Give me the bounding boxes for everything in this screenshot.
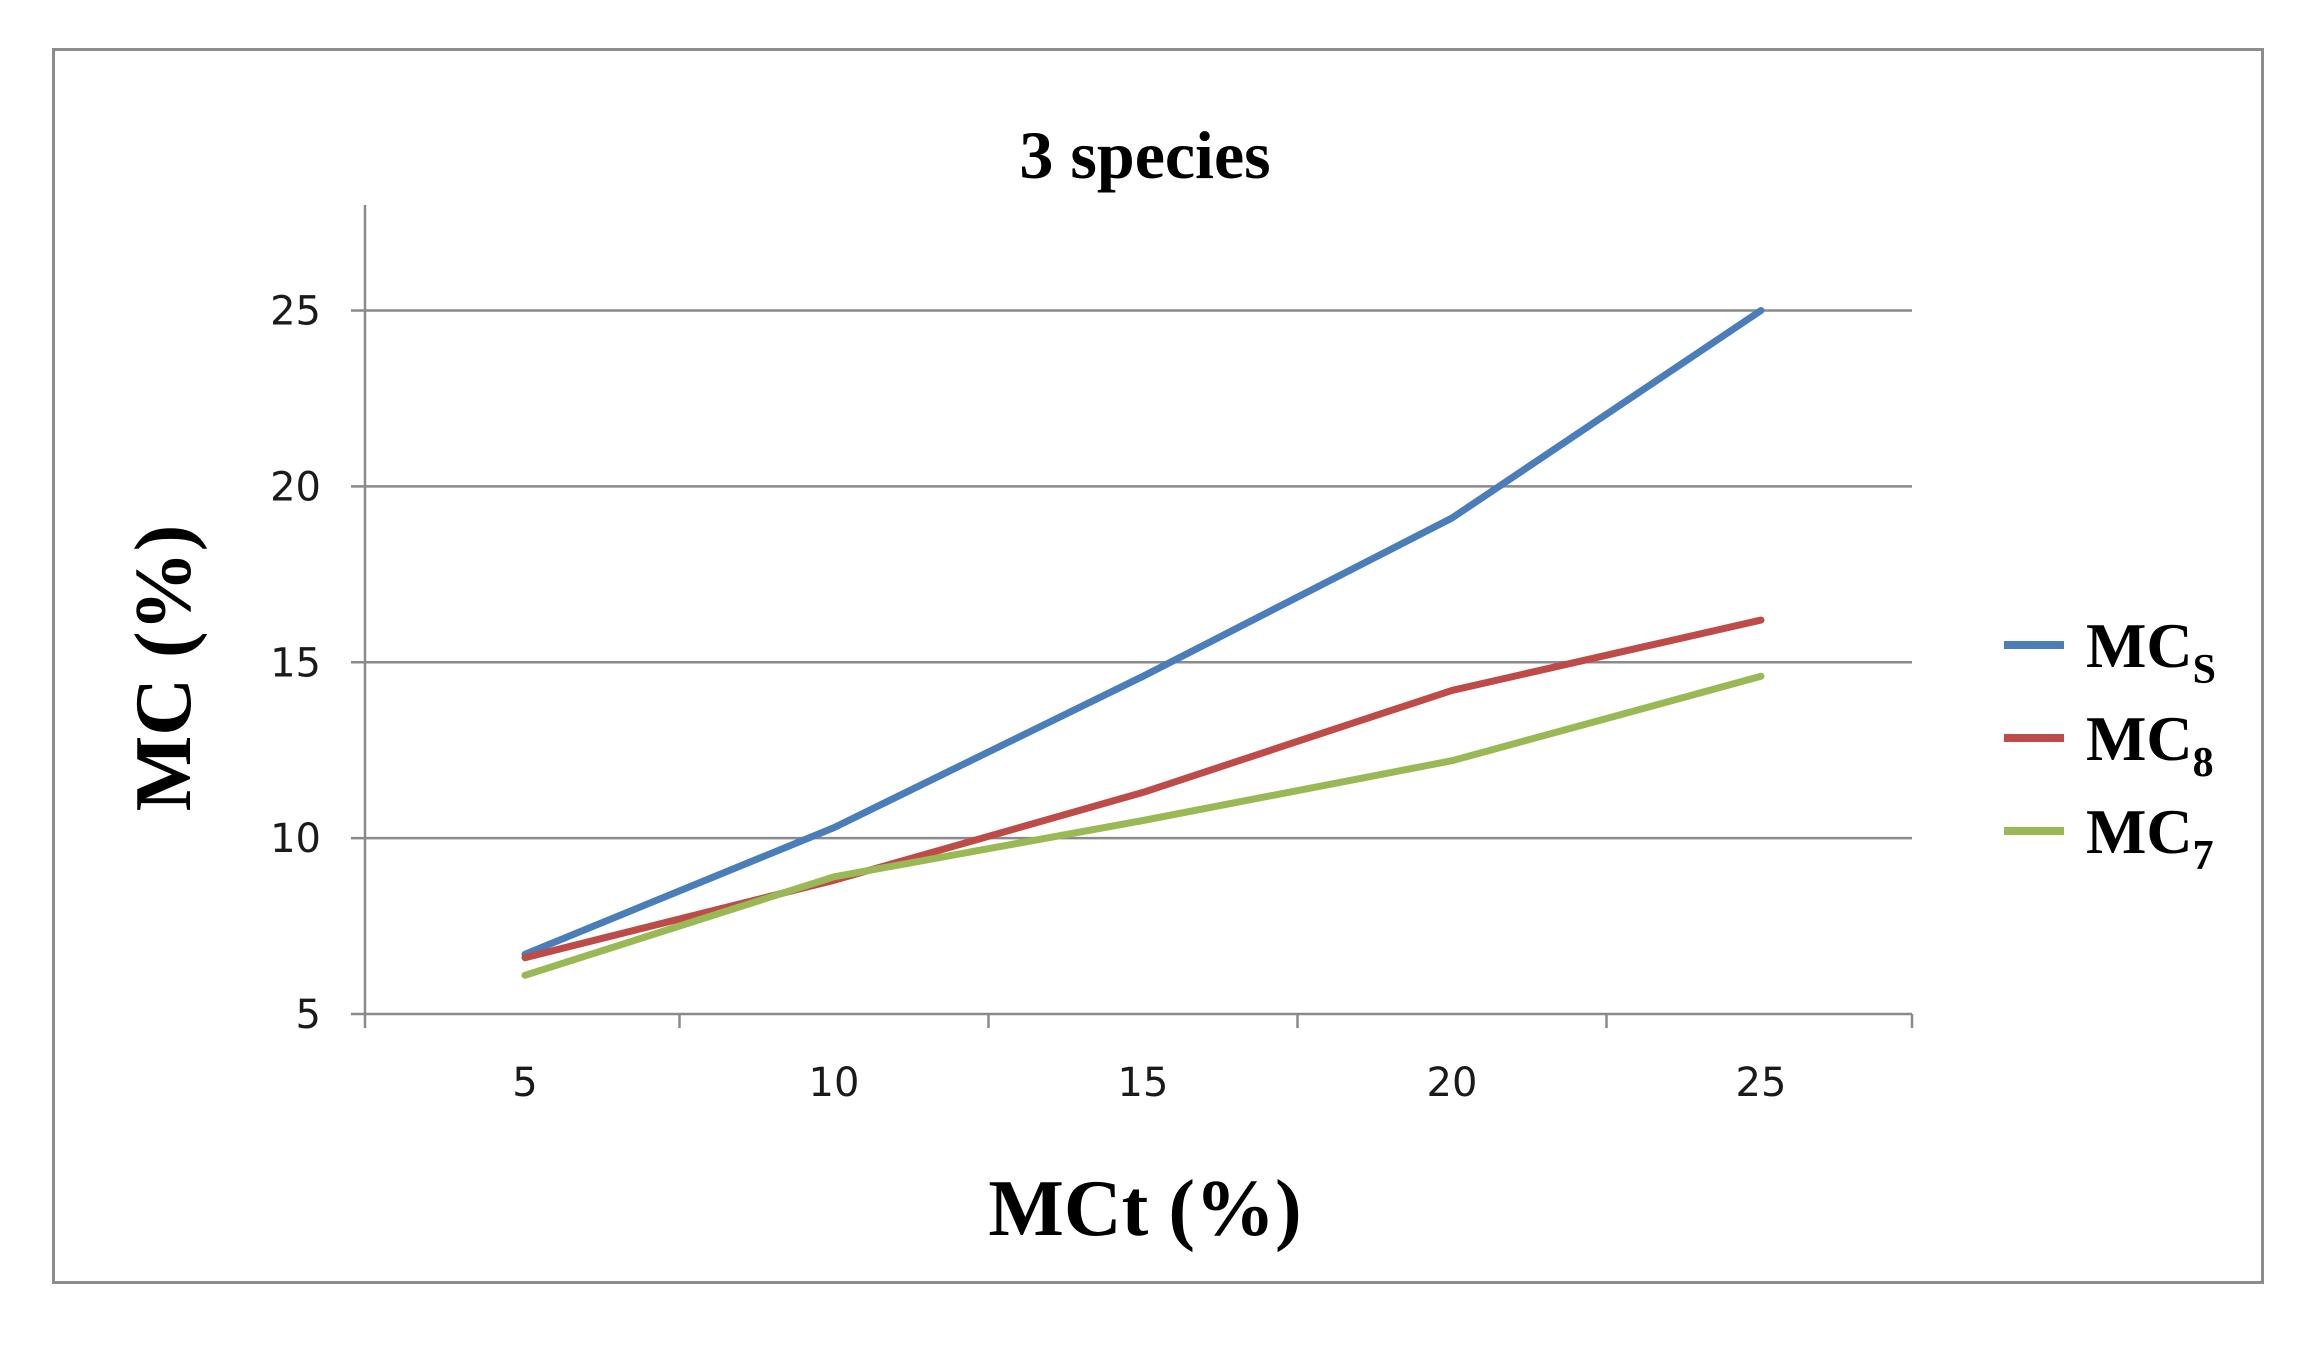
y-tick-label: 25	[270, 289, 321, 335]
chart-title: 3 species	[1019, 117, 1270, 193]
legend-subscript: 7	[2193, 833, 2214, 879]
x-tick-label: 10	[809, 1060, 860, 1106]
y-tick-labels: 5 10 15 20 25	[270, 289, 321, 1038]
grid-lines	[365, 309, 1912, 840]
legend-item-mc-8: MC8	[2004, 703, 2214, 786]
y-tick-label: 20	[270, 464, 321, 510]
legend-label: MC8	[2086, 703, 2214, 786]
series-lines	[521, 307, 1765, 979]
x-tick-label: 5	[512, 1060, 537, 1106]
series-line-mc-7	[521, 672, 1765, 979]
x-axis-title: MCt (%)	[988, 1165, 1301, 1253]
x-tick-labels: 5 10 15 20 25	[512, 1060, 1786, 1106]
legend-subscript: S	[2193, 647, 2216, 693]
x-tick-label: 25	[1736, 1060, 1787, 1106]
legend-item-mc-s: MCS	[2004, 610, 2216, 693]
series-line-mc-s	[521, 307, 1765, 958]
legend-label: MCS	[2086, 610, 2216, 693]
y-tick-label: 15	[270, 640, 321, 686]
legend-label: MC7	[2086, 796, 2214, 879]
legend-subscript: 8	[2193, 740, 2214, 786]
x-tick-label: 15	[1118, 1060, 1169, 1106]
axes	[351, 205, 1914, 1028]
series-line-mc-8	[521, 616, 1765, 962]
x-tick-label: 20	[1427, 1060, 1478, 1106]
legend: MCS MC8 MC7	[2004, 610, 2216, 879]
legend-item-mc-7: MC7	[2004, 796, 2214, 879]
y-tick-label: 10	[270, 816, 321, 862]
y-tick-label: 5	[296, 992, 321, 1038]
y-axis-title: MC (%)	[120, 525, 208, 812]
